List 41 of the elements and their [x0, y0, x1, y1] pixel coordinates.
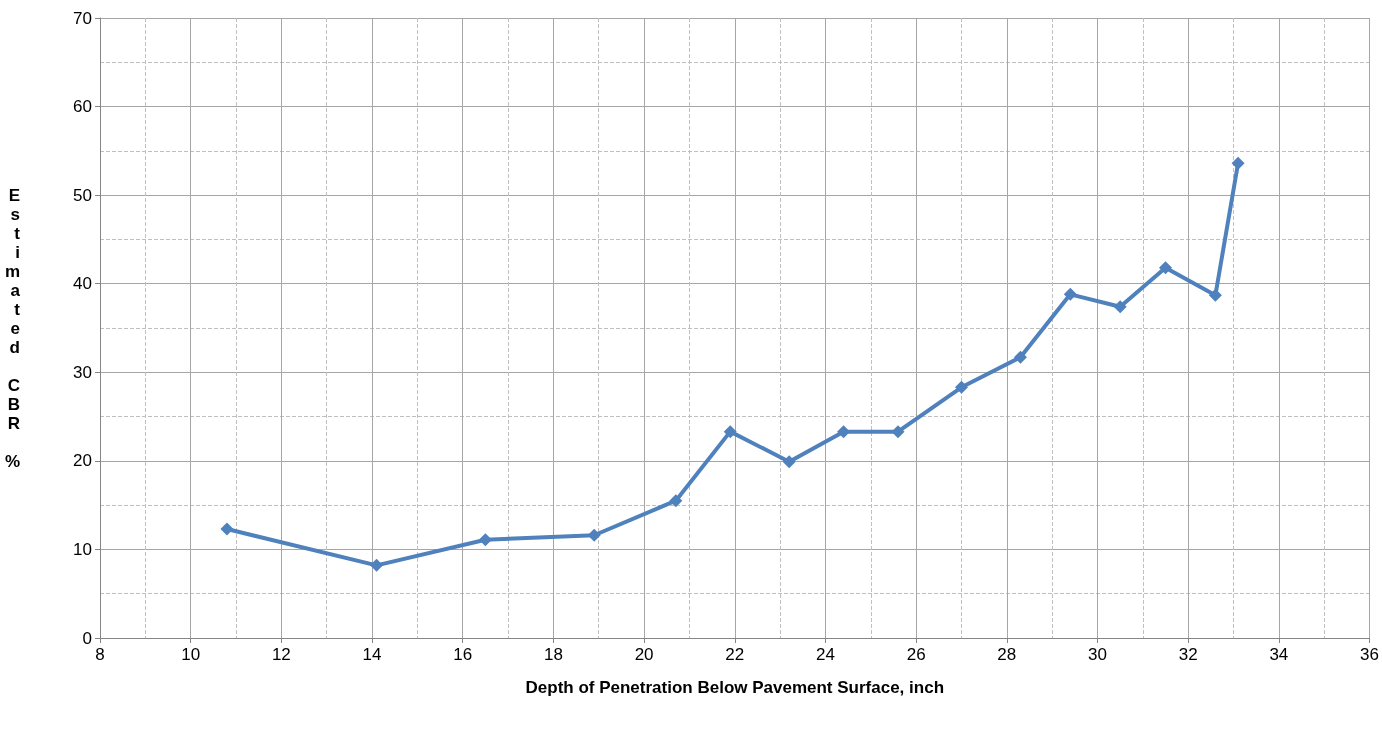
- point: [1159, 261, 1173, 275]
- x-tick-label: 34: [1269, 645, 1289, 664]
- y-tick-label: 0: [82, 628, 92, 648]
- x-tick-label: 32: [1178, 645, 1198, 664]
- y-tick-label: 20: [73, 451, 92, 471]
- y-tick-label: 10: [73, 539, 92, 559]
- text: Estimated CBR %: [4, 185, 20, 471]
- y-tick-label: 40: [73, 274, 92, 294]
- point: [587, 528, 601, 542]
- x-tick-label: 26: [906, 645, 926, 664]
- point: [220, 522, 234, 536]
- x-tick-label: 24: [815, 645, 835, 664]
- y-tick-label: 70: [73, 8, 92, 28]
- x-tick-label: 10: [181, 645, 201, 664]
- x-tick-label: 18: [543, 645, 563, 664]
- point: [837, 425, 851, 439]
- x-tick-label: 22: [725, 645, 745, 664]
- point: [1063, 287, 1077, 301]
- point: [954, 380, 968, 394]
- x-tick-label: 30: [1088, 645, 1107, 664]
- x-tick-label: 16: [453, 645, 473, 664]
- x-axis-title: Depth of Penetration Below Pavement Surface, inch: [525, 678, 945, 697]
- x-tick-label: 28: [997, 645, 1017, 664]
- y-tick-label: 50: [73, 185, 92, 205]
- point: [370, 558, 384, 572]
- point: [669, 494, 683, 508]
- point: [891, 425, 905, 439]
- point: [1113, 300, 1127, 314]
- x-tick-label: 8: [95, 645, 105, 664]
- y-tick-label: 30: [73, 362, 92, 382]
- point: [1231, 156, 1245, 170]
- point: [723, 425, 737, 439]
- x-tick-label: 14: [362, 645, 382, 664]
- y-tick-label: 60: [73, 97, 92, 117]
- point: [478, 533, 492, 547]
- point: [1013, 350, 1027, 364]
- x-tick-label: 12: [271, 645, 291, 664]
- point: [782, 455, 796, 469]
- x-tick-label: 20: [634, 645, 654, 664]
- x-tick-label: 36: [1360, 645, 1380, 664]
- point: [1208, 288, 1222, 302]
